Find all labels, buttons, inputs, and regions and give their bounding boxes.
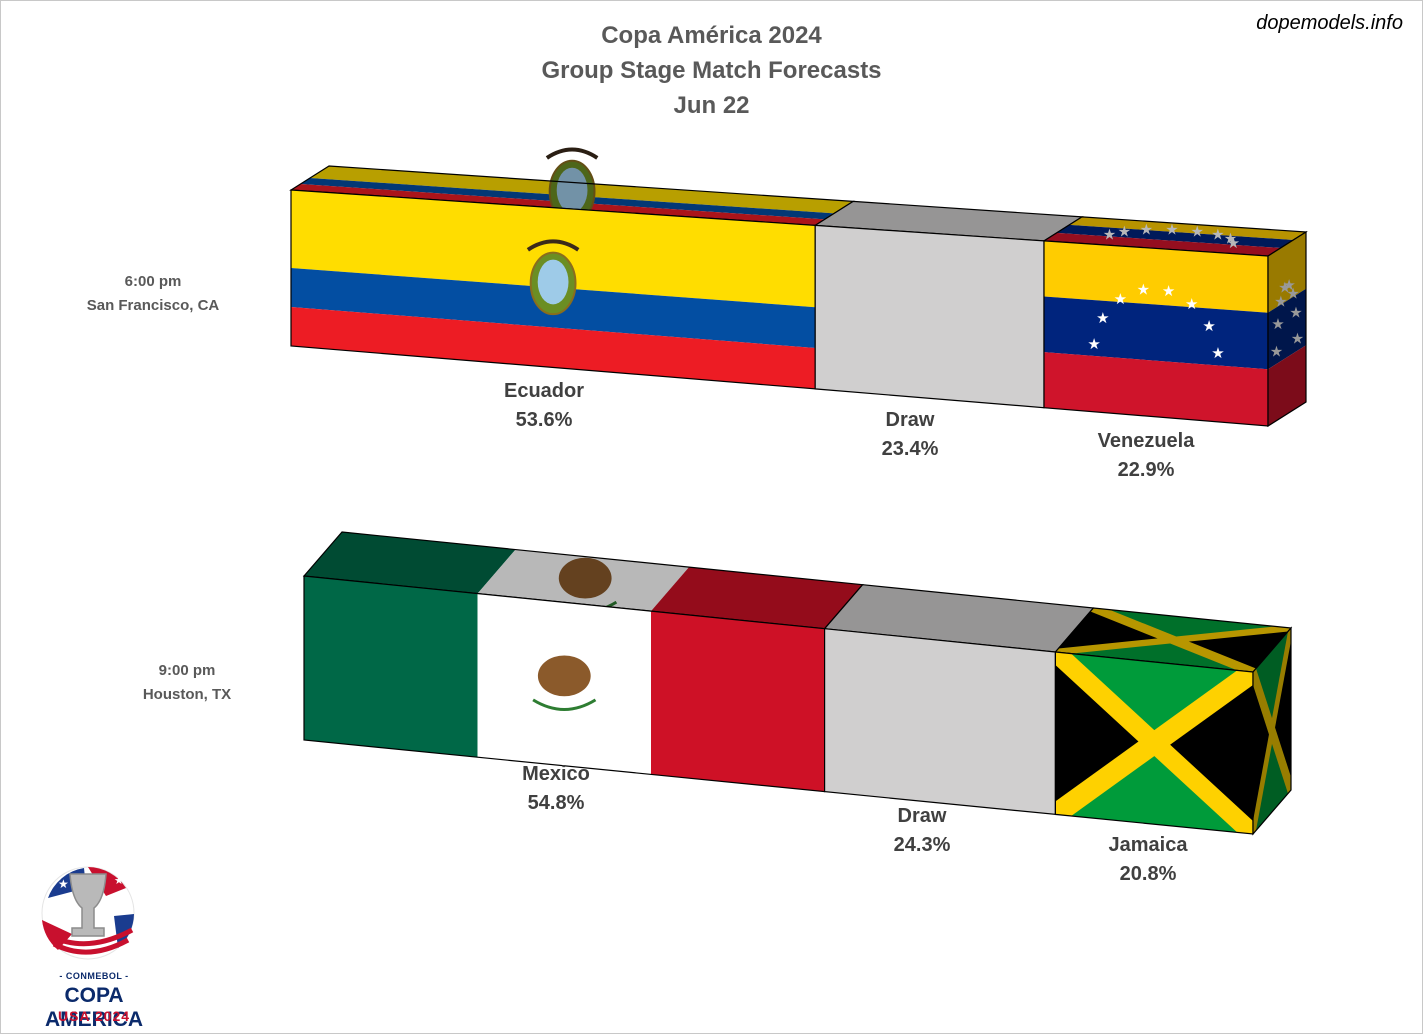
star-icon: ★ [1103,226,1116,244]
source-credit: dopemodels.info [1256,12,1403,34]
outcome-name: Ecuador [503,380,585,402]
outcome-value: 54.8% [527,792,585,814]
match-1-bar-3 [1044,240,1268,426]
copa-america-logo: ★ ★ - CONMEBOL - COPA AMERICA USA 2024 [14,858,174,1031]
star-icon: ★ [1227,234,1240,252]
svg-text:★: ★ [114,874,124,887]
match-1-bar-3-stars: ★★★★ ★★★★ [1087,280,1224,362]
match-2-outcome-1: Mexico 54.8% [466,760,646,818]
title-line-3: Jun 22 [673,92,750,119]
match-2-bar-side [1253,628,1291,834]
match-1-bar-side [1268,232,1306,426]
match-2-bar-1-top [304,532,863,629]
trophy-icon: ★ ★ [41,866,135,960]
outcome-value: 23.4% [881,438,939,460]
outcome-name: Venezuela [1097,430,1195,452]
match-2-outcome-2: Draw 24.3% [832,802,1012,860]
coat-of-arms-shield-icon [526,239,580,316]
star-icon: ★ [1165,221,1178,239]
match-2-info: 9:00 pm Houston, TX [87,659,287,707]
star-icon: ★ [1286,285,1299,303]
match-1-location: San Francisco, CA [86,297,220,314]
outcome-value: 24.3% [893,834,951,856]
match-1-bar-side-stars: ★★★★★★★★ [1270,276,1304,361]
match-1-info: 6:00 pm San Francisco, CA [53,270,253,318]
star-icon: ★ [1140,221,1153,239]
star-icon: ★ [1137,280,1150,298]
star-icon: ★ [1202,317,1215,335]
match-2-bar-3 [1055,652,1253,834]
outcome-name: Mexico [522,763,590,785]
star-icon: ★ [1271,315,1284,333]
logo-sub-text: USA 2024 [57,1008,131,1024]
logo-main-text: COPA AMERICA [45,984,143,1031]
star-icon: ★ [1118,222,1131,240]
star-icon: ★ [1087,335,1100,353]
star-icon: ★ [1185,295,1198,313]
match-1-outcome-2: Draw 23.4% [820,406,1000,464]
match-2-bar-3-top [1055,608,1291,672]
outcome-value: 53.6% [515,409,573,431]
match-2-location: Houston, TX [142,686,232,703]
match-1-bar-3-top-stars: ★ ★ ★ ★ ★ ★ ★★ [1103,221,1240,252]
match-1-outcome-1: Ecuador 53.6% [454,377,634,435]
star-icon: ★ [1096,309,1109,327]
logo-small-text: - CONMEBOL - [59,971,129,981]
star-icon: ★ [1282,276,1295,294]
title-line-1: Copa América 2024 [601,22,822,49]
chart-title: Copa América 2024 Group Stage Match Fore… [0,18,1423,123]
outcome-name: Jamaica [1108,834,1188,856]
star-icon: ★ [1278,279,1291,297]
title-line-2: Group Stage Match Forecasts [541,57,882,84]
star-icon: ★ [1211,344,1224,362]
star-icon: ★ [1289,304,1302,322]
outcome-value: 20.8% [1119,863,1177,885]
match-1-outcome-3: Venezuela 22.9% [1056,427,1236,485]
star-icon: ★ [1162,282,1175,300]
match-2-outcome-3: Jamaica 20.8% [1058,831,1238,889]
outcome-name: Draw [897,805,947,827]
outcome-value: 22.9% [1117,459,1175,481]
coat-of-arms-shield-icon [545,147,599,224]
star-icon: ★ [1274,292,1287,310]
outcome-name: Draw [885,409,935,431]
coat-of-arms-eagle-icon [532,655,597,711]
star-icon: ★ [1270,343,1283,361]
star-icon: ★ [1291,329,1304,347]
match-1-time: 6:00 pm [124,273,182,290]
match-1-bar-2 [814,224,1045,409]
match-2-bar-2 [823,628,1057,816]
star-icon: ★ [1190,222,1203,240]
match-1-bar-1 [291,190,816,389]
star-icon: ★ [1224,230,1237,248]
star-icon: ★ [1211,225,1224,243]
match-1-bar-3-top [1044,216,1306,256]
svg-text:★: ★ [58,877,69,891]
match-2-time: 9:00 pm [158,662,216,679]
star-icon: ★ [1114,290,1127,308]
